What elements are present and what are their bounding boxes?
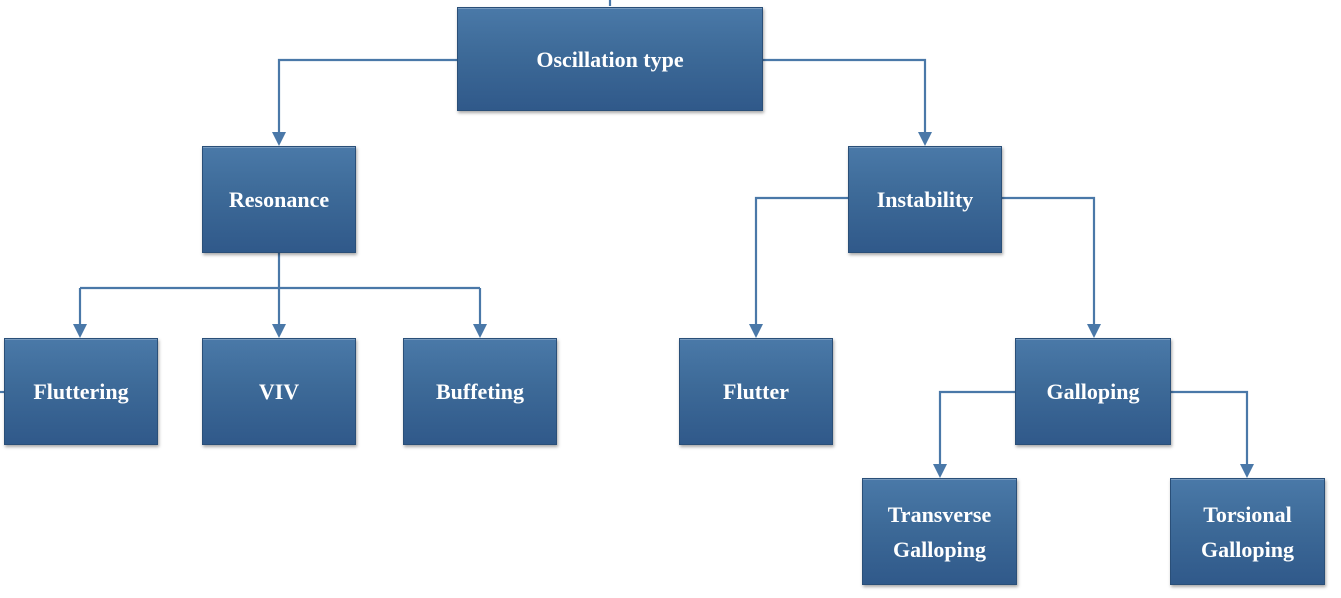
node-transverse-galloping: Transverse Galloping (862, 478, 1017, 585)
connector-root-resonance (277, 58, 457, 134)
node-buffeting: Buffeting (403, 338, 557, 445)
arrowhead-resonance (272, 132, 286, 146)
connector-root-instability (763, 58, 927, 134)
node-transverse-label-line2: Galloping (893, 536, 986, 562)
node-torsional-label-line1: Torsional (1203, 501, 1292, 527)
arrowhead-flutter (749, 324, 763, 338)
node-fluttering-label: Fluttering (33, 379, 129, 404)
arrowhead-transverse (933, 464, 947, 478)
arrowhead-instability (918, 132, 932, 146)
node-instability-label: Instability (876, 187, 974, 212)
arrowhead-buffeting (473, 324, 487, 338)
connector-instability-flutter (754, 196, 848, 326)
node-instability: Instability (848, 146, 1002, 253)
node-buffeting-label: Buffeting (436, 379, 524, 404)
node-resonance: Resonance (202, 146, 356, 253)
node-torsional-galloping: Torsional Galloping (1170, 478, 1325, 585)
node-viv-label: VIV (258, 379, 300, 404)
arrowhead-fluttering (73, 324, 87, 338)
connector-instability-galloping (1002, 196, 1096, 326)
connector-galloping-transverse (938, 390, 1015, 466)
node-transverse-label-line1: Transverse (887, 501, 992, 527)
node-galloping-label: Galloping (1046, 379, 1140, 404)
arrowhead-torsional (1240, 464, 1254, 478)
node-viv: VIV (202, 338, 356, 445)
node-resonance-label: Resonance (228, 187, 330, 212)
node-fluttering: Fluttering (4, 338, 158, 445)
node-torsional-label-line2: Galloping (1201, 536, 1294, 562)
arrowhead-viv (272, 324, 286, 338)
arrowhead-galloping (1087, 324, 1101, 338)
connector-galloping-torsional (1171, 390, 1249, 466)
node-flutter: Flutter (679, 338, 833, 445)
node-galloping: Galloping (1015, 338, 1171, 445)
node-oscillation-type: Oscillation type (457, 7, 763, 111)
node-flutter-label: Flutter (723, 379, 789, 404)
node-oscillation-type-label: Oscillation type (536, 46, 684, 72)
